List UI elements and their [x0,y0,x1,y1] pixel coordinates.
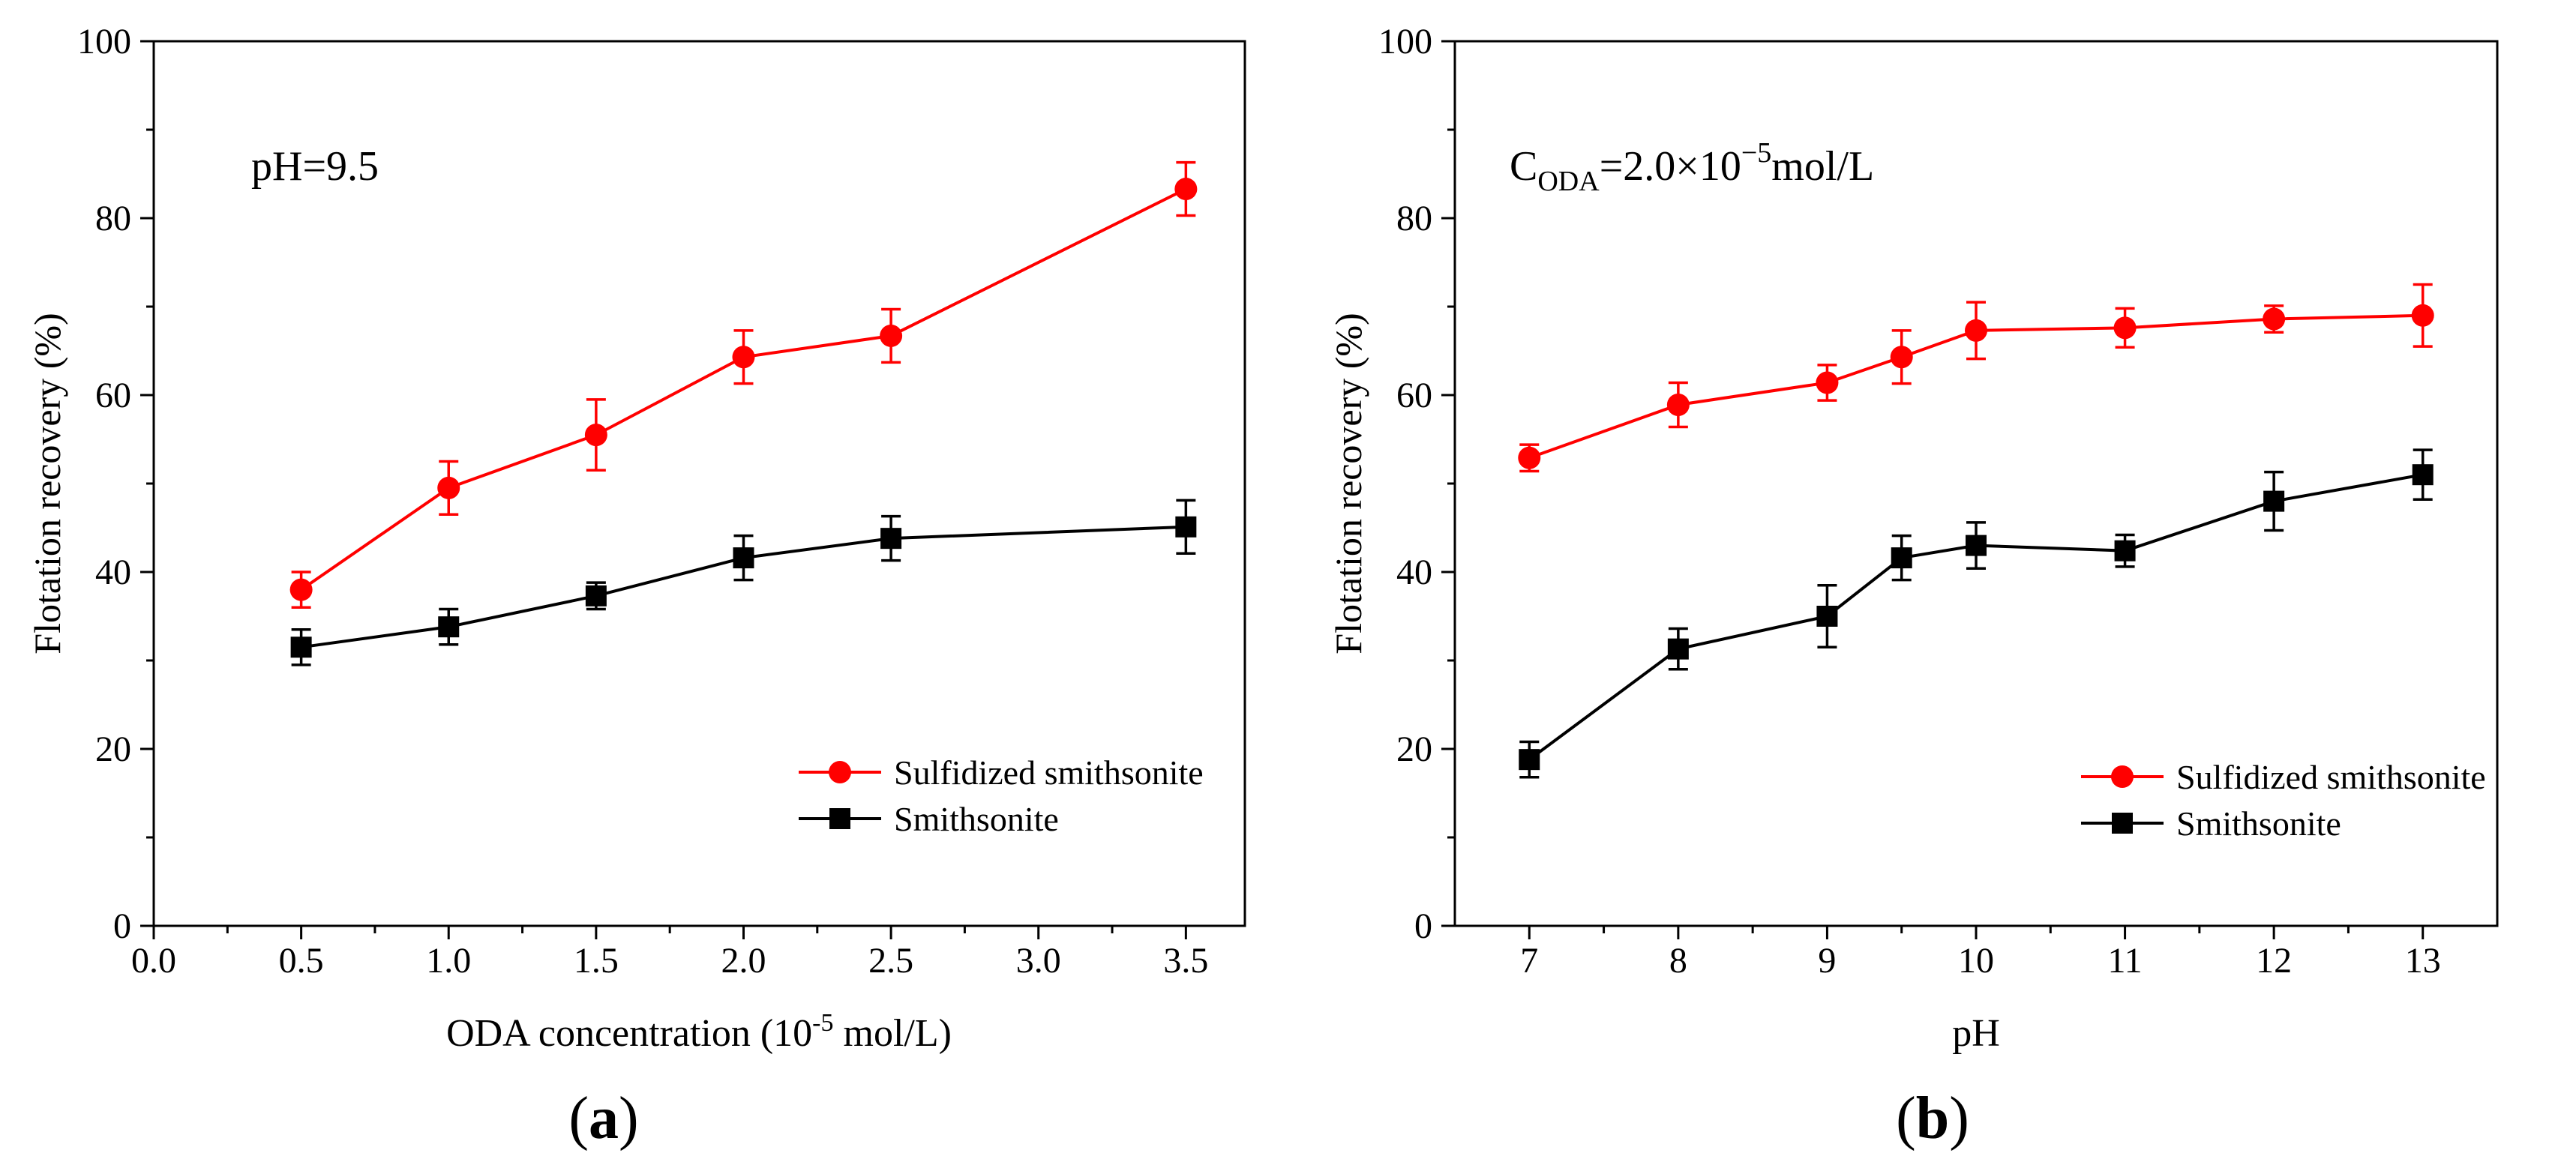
chart-panel-a: 0.0 0.5 1.0 1.5 2.0 2.5 3.0 3.5 0 20 40 60 80 100 Flot… [26,22,1246,1152]
x-tick-label: 2.0 [721,941,766,981]
legend-marker [2111,765,2134,788]
series-line [300,187,1187,591]
panel-label-open-paren: ( [568,1086,589,1152]
y-tick-label: 80 [1396,199,1432,238]
x-axis-label: pH [1952,1012,2000,1055]
data-point [1518,446,1541,469]
panel-label: (a) [568,1086,638,1152]
legend-label: Smithsonite [2176,804,2341,843]
legend: Sulfidized smithsonite Smithsonite [799,753,1204,838]
legend-label: Smithsonite [894,800,1059,838]
annotation-superscript: −5 [1741,137,1771,169]
data-point [290,636,312,658]
x-axis-label: ODA concentration (10-5 mol/L) [446,1009,952,1055]
data-point [1666,393,1690,416]
data-point [2114,540,2136,562]
data-point [585,585,607,606]
y-tick-label: 20 [1396,729,1432,769]
x-tick-label: 7 [1520,941,1538,981]
y-tick-label: 60 [95,376,131,415]
y-tick-label: 60 [1396,376,1432,415]
x-tick-label: 13 [2405,941,2441,981]
y-axis-label: Flotation recovery (%) [1327,313,1369,654]
x-tick-label: 2.5 [868,941,913,981]
annotation-symbol: C [1510,143,1537,190]
panel-label: (b) [1896,1086,1969,1152]
data-point [2411,304,2434,327]
legend-label: Sulfidized smithsonite [894,753,1204,792]
y-tick-label: 100 [77,22,131,61]
data-point [1966,535,1987,556]
data-point [732,346,755,369]
y-axis-label: Flotation recovery (%) [26,313,68,654]
x-tick-label: 11 [2107,941,2142,981]
data-point [1965,319,1987,342]
x-axis-label-main: ODA concentration (10 [446,1012,812,1055]
series-line [301,525,1186,649]
series-line [1528,473,2424,761]
x-axis-label-superscript: -5 [812,1009,833,1037]
y-tick-label: 100 [1378,22,1432,61]
y-tick-label: 80 [95,199,131,238]
series-line [1528,313,2423,460]
condition-annotation: CODA=2.0×10−5mol/L [1510,137,1874,197]
legend: Sulfidized smithsonite Smithsonite [2081,758,2486,843]
panel-label-close-paren: ) [1949,1086,1969,1152]
series-sulfidized-smithsonite [289,160,1198,609]
chart-panel-b: 7 8 9 10 11 12 13 0 20 40 60 80 100 Flotation recover… [1327,22,2499,1152]
annotation-value: =2.0×10 [1600,143,1741,190]
y-tick-label: 40 [95,553,131,592]
data-point [880,528,902,550]
data-point [733,547,754,569]
x-tick-label: 9 [1818,941,1836,981]
legend-label: Sulfidized smithsonite [2176,758,2486,796]
series-smithsonite [290,499,1197,666]
x-tick-label: 0.5 [279,941,324,981]
x-tick-label: 12 [2256,941,2292,981]
series-sulfidized-smithsonite [1518,283,2434,473]
series-smithsonite [1519,448,2434,779]
condition-annotation: pH=9.5 [251,143,379,190]
x-tick-label: 1.0 [426,941,471,981]
x-tick-label: 0.0 [131,941,176,981]
panel-label-close-paren: ) [619,1086,639,1152]
panel-label-open-paren: ( [1896,1086,1916,1152]
data-point [880,324,903,347]
data-point [1891,547,1912,569]
data-point [584,424,607,447]
legend-marker [829,761,851,783]
legend-marker [829,808,850,829]
data-point [289,578,313,601]
data-point [1175,516,1197,538]
annotation-subscript: ODA [1537,166,1600,197]
x-tick-label: 8 [1669,941,1687,981]
y-tick-label: 40 [1396,553,1432,592]
annotation-unit: mol/L [1771,143,1874,190]
x-tick-label: 3.5 [1163,941,1208,981]
data-point [1519,749,1540,771]
data-point [2113,316,2137,340]
data-point [1890,346,1913,369]
data-point [437,476,460,499]
data-point [2412,464,2434,486]
data-point [1816,371,1839,394]
panel-label-letter: a [589,1086,619,1152]
data-point [438,616,460,638]
y-tick-label: 20 [95,729,131,769]
data-point [1174,178,1198,201]
x-tick-label: 1.5 [574,941,619,981]
y-tick-label: 0 [1414,906,1432,946]
y-tick-label: 0 [113,906,131,946]
legend-marker [2112,813,2133,834]
x-tick-label: 3.0 [1016,941,1061,981]
panel-label-letter: b [1916,1086,1950,1152]
data-point [2263,307,2286,331]
x-axis-label-suffix: mol/L) [834,1012,952,1055]
data-point [2263,490,2285,512]
data-point [1667,638,1689,660]
x-tick-label: 10 [1958,941,1994,981]
data-point [1816,606,1838,627]
